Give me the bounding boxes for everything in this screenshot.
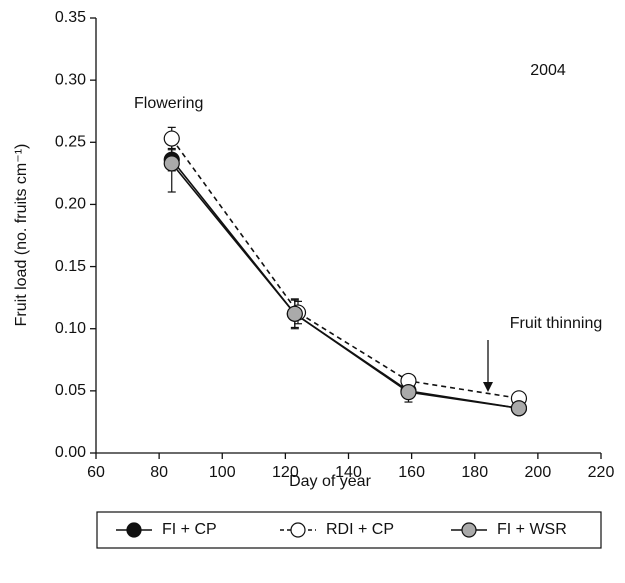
annotation: Fruit thinning [510,315,603,332]
marker [163,130,180,147]
legend-marker [126,522,142,538]
x-tick-label: 200 [525,464,552,481]
x-tick-label: 180 [461,464,488,481]
x-axis-label: Day of year [289,473,371,490]
y-tick-label: 0.05 [55,382,86,399]
y-tick-label: 0.25 [55,134,86,151]
marker [286,305,303,322]
series-line [171,162,520,410]
x-tick-label: 220 [588,464,615,481]
series-line [171,138,520,400]
y-tick-label: 0.35 [55,9,86,26]
legend-box [96,511,602,549]
marker [400,384,417,401]
legend-marker [461,522,477,538]
x-tick-label: 80 [150,464,168,481]
x-tick-label: 100 [209,464,236,481]
y-tick-label: 0.00 [55,444,86,461]
y-tick-label: 0.10 [55,320,86,337]
y-axis-label: Fruit load (no. fruits cm⁻¹) [13,144,30,327]
legend-label: FI + WSR [497,521,567,538]
annotation: Flowering [134,95,203,112]
y-tick-label: 0.30 [55,71,86,88]
arrow-head [483,382,493,392]
annotation: 2004 [530,62,566,79]
x-tick-label: 60 [87,464,105,481]
legend-label: FI + CP [162,521,217,538]
legend-marker [290,522,306,538]
x-tick-label: 160 [398,464,425,481]
x-tick-label: 140 [335,464,362,481]
marker [510,400,528,417]
marker [163,155,180,172]
y-tick-label: 0.20 [55,196,86,213]
x-tick-label: 120 [272,464,299,481]
y-tick-label: 0.15 [55,258,86,275]
series-line [171,159,520,410]
legend-label: RDI + CP [326,521,394,538]
